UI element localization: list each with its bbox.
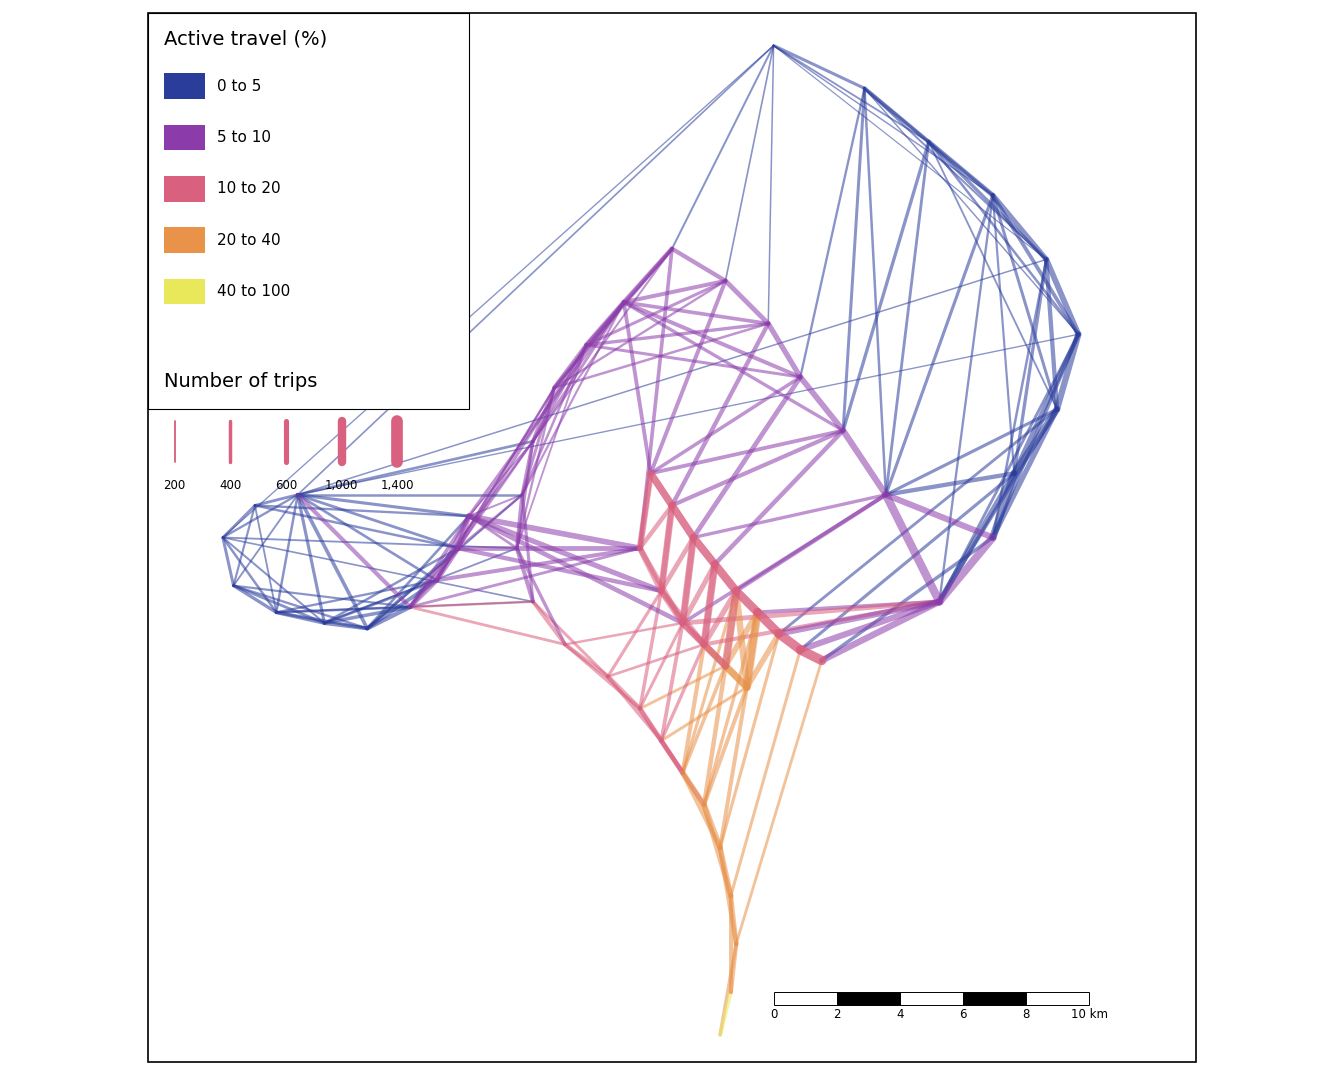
Bar	[774, 992, 837, 1005]
Text: 1,400: 1,400	[380, 478, 414, 491]
Text: 4: 4	[896, 1008, 903, 1021]
Text: 1,000: 1,000	[325, 478, 359, 491]
Bar	[962, 992, 1025, 1005]
Text: 20 to 40: 20 to 40	[218, 232, 281, 247]
Text: 400: 400	[219, 478, 242, 491]
Text: Active travel (%): Active travel (%)	[164, 29, 327, 48]
Text: 5 to 10: 5 to 10	[218, 130, 271, 145]
Text: 40 to 100: 40 to 100	[218, 284, 290, 299]
Text: 2: 2	[833, 1008, 840, 1021]
Bar	[164, 73, 204, 99]
Text: 10 km: 10 km	[1071, 1008, 1107, 1021]
Text: 8: 8	[1023, 1008, 1030, 1021]
Text: 6: 6	[960, 1008, 966, 1021]
Text: 600: 600	[274, 478, 297, 491]
Text: 200: 200	[164, 478, 185, 491]
Bar	[1025, 992, 1089, 1005]
Text: Number of trips: Number of trips	[164, 372, 317, 390]
Text: 0 to 5: 0 to 5	[218, 78, 262, 94]
Text: 0: 0	[770, 1008, 777, 1021]
Bar	[164, 227, 204, 253]
Text: 10 to 20: 10 to 20	[218, 182, 281, 197]
Bar	[148, 14, 469, 410]
Bar	[164, 278, 204, 304]
Bar	[164, 176, 204, 202]
Bar	[164, 125, 204, 150]
Bar	[837, 992, 899, 1005]
Bar	[899, 992, 962, 1005]
